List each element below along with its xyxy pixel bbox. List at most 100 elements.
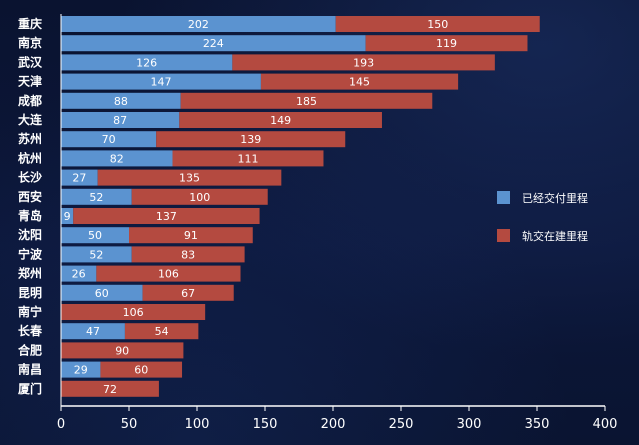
category-label: 合肥 (18, 342, 42, 357)
delivered-bar (61, 169, 98, 186)
data-label: 60 (95, 287, 109, 300)
data-label: 145 (349, 76, 370, 89)
x-tick-label: 100 (185, 417, 210, 432)
data-label: 52 (89, 248, 103, 261)
delivered-bar (61, 150, 173, 167)
category-label: 南宁 (18, 304, 42, 319)
x-tick-label: 300 (457, 417, 482, 432)
under-construction-bar (180, 92, 433, 109)
data-label: 54 (155, 325, 169, 338)
data-label: 100 (189, 191, 210, 204)
under-construction-bar (61, 380, 159, 397)
data-label: 135 (179, 172, 200, 185)
category-label: 天津 (18, 74, 42, 89)
delivered-bar (61, 54, 233, 71)
category-label: 青岛 (18, 208, 42, 223)
data-label: 29 (74, 364, 88, 377)
category-label: 长沙 (18, 170, 42, 185)
legend-label: 轨交在建里程 (522, 229, 588, 243)
delivered-bar (61, 112, 180, 128)
x-tick-label: 0 (57, 417, 65, 432)
x-tick-label: 50 (121, 417, 138, 432)
delivered-bar (61, 323, 125, 340)
delivered-bar (61, 16, 336, 32)
data-label: 83 (181, 248, 195, 261)
data-label: 106 (158, 268, 179, 281)
category-label: 宁波 (18, 246, 43, 261)
under-construction-bar (172, 150, 324, 167)
x-tick-label: 200 (321, 417, 346, 432)
category-label: 郑州 (18, 266, 42, 281)
under-construction-bar (131, 246, 245, 263)
data-label: 193 (353, 56, 374, 69)
under-construction-bar (131, 188, 268, 205)
x-tick-label: 350 (525, 417, 550, 432)
under-construction-bar (73, 208, 260, 224)
under-construction-bar (100, 361, 183, 378)
category-label: 杭州 (18, 150, 42, 165)
legend-swatch (497, 229, 510, 242)
under-construction-bar (156, 131, 346, 148)
category-label: 沈阳 (18, 227, 42, 242)
data-label: 149 (270, 114, 291, 127)
data-label: 67 (181, 287, 195, 300)
delivered-bar (61, 284, 143, 301)
under-construction-bar (96, 265, 241, 282)
x-tick-label: 400 (593, 417, 618, 432)
delivered-bar (61, 35, 366, 52)
delivered-bar (61, 131, 157, 148)
category-label: 南京 (18, 35, 42, 50)
data-label: 126 (136, 56, 157, 69)
data-label: 91 (184, 229, 198, 242)
data-label: 52 (89, 191, 103, 204)
data-label: 202 (188, 18, 209, 31)
delivered-bar (61, 73, 261, 90)
data-label: 47 (86, 325, 100, 338)
category-label: 长春 (18, 323, 43, 338)
category-label: 昆明 (18, 286, 42, 300)
delivered-bar (61, 265, 97, 282)
data-label: 27 (72, 172, 86, 185)
data-label: 139 (240, 133, 261, 146)
under-construction-bar (124, 323, 199, 340)
data-label: 9 (64, 210, 71, 223)
delivered-bar (61, 208, 74, 224)
data-label: 26 (72, 268, 86, 281)
data-label: 147 (150, 76, 171, 89)
data-label: 106 (123, 306, 144, 319)
under-construction-bar (97, 169, 282, 186)
under-construction-bar (129, 227, 253, 244)
data-label: 87 (113, 114, 127, 127)
category-label: 厦门 (18, 381, 42, 396)
delivered-bar (61, 227, 129, 244)
data-label: 119 (436, 37, 457, 50)
data-label: 111 (238, 152, 259, 165)
x-axis: 0 50 100 150 200 250 300 350 400 (57, 14, 618, 432)
data-label: 60 (134, 364, 148, 377)
under-construction-bar (61, 304, 206, 320)
data-label: 70 (102, 133, 116, 146)
bars-group: 202 150 224 119 126 193 147 145 88 185 87 149 70 139 8… (61, 16, 540, 397)
category-label: 大连 (18, 112, 43, 127)
under-construction-bar (61, 342, 184, 359)
legend-label: 已经交付里程 (522, 191, 588, 205)
delivered-bar (61, 361, 101, 378)
data-label: 137 (156, 210, 177, 223)
delivered-bar (61, 188, 132, 205)
under-construction-bar (179, 112, 382, 128)
data-label: 185 (296, 95, 317, 108)
under-construction-bar (142, 284, 234, 301)
under-construction-bar (365, 35, 528, 52)
category-label: 武汉 (18, 54, 43, 69)
x-tick-label: 150 (253, 417, 278, 432)
category-label: 南昌 (18, 362, 42, 377)
under-construction-bar (335, 16, 540, 32)
category-label: 成都 (18, 93, 42, 108)
data-label: 72 (103, 383, 117, 396)
data-label: 82 (110, 152, 124, 165)
data-label: 88 (114, 95, 128, 108)
